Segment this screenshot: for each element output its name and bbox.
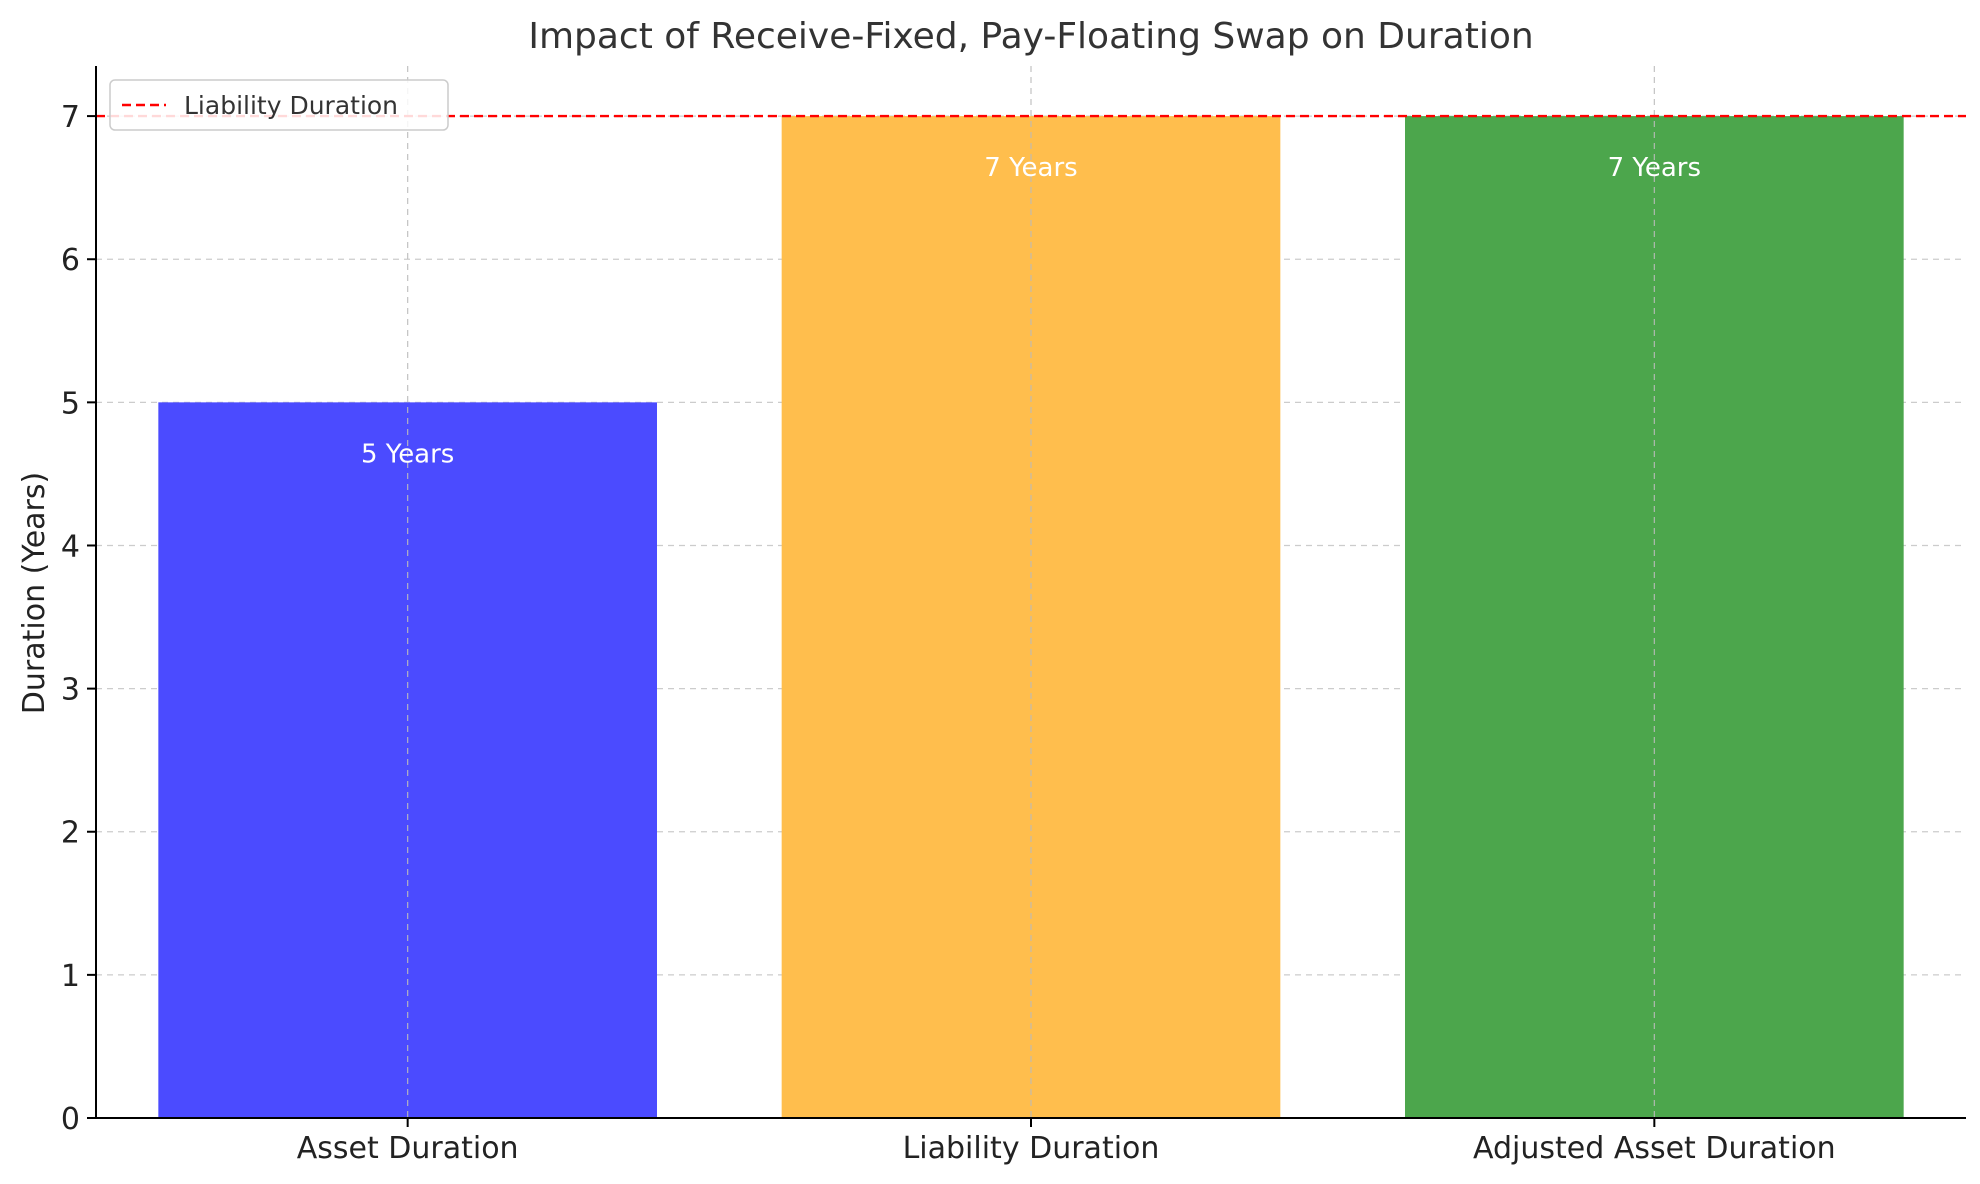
chart-title: Impact of Receive-Fixed, Pay-Floating Sw… bbox=[528, 16, 1533, 57]
legend-box bbox=[109, 79, 449, 131]
legend: Liability Duration bbox=[109, 79, 449, 131]
y-tick-label: 1 bbox=[61, 959, 80, 994]
y-tick-label: 0 bbox=[61, 1102, 80, 1137]
bar-value-label: 7 Years bbox=[984, 153, 1077, 183]
y-tick-label: 6 bbox=[61, 243, 80, 278]
y-tick-label: 7 bbox=[61, 100, 80, 135]
bar-value-label: 7 Years bbox=[1608, 153, 1701, 183]
y-tick-label: 3 bbox=[61, 673, 80, 708]
y-axis-label: Duration (Years) bbox=[17, 472, 52, 714]
bar-value-label: 5 Years bbox=[361, 439, 454, 469]
legend-entry-label: Liability Duration bbox=[184, 91, 398, 120]
x-tick-label: Liability Duration bbox=[903, 1131, 1160, 1166]
x-tick-label: Asset Duration bbox=[297, 1131, 519, 1166]
y-tick-label: 4 bbox=[61, 529, 80, 564]
bar-value-labels: 5 Years 7 Years 7 Years bbox=[361, 66, 1701, 1118]
x-tick-label: Adjusted Asset Duration bbox=[1473, 1131, 1836, 1166]
y-tick-label: 2 bbox=[61, 816, 80, 851]
y-tick-label: 5 bbox=[61, 386, 80, 421]
tick-labels: 0 1 2 3 4 5 6 7 Asset Duration Liability Duration… bbox=[61, 100, 1836, 1166]
